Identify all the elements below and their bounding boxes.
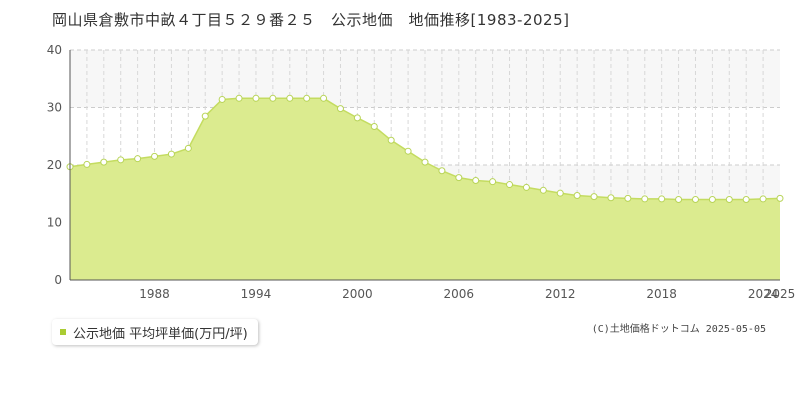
x-tick-label: 1988 (139, 287, 170, 301)
data-point (675, 196, 683, 203)
x-tick-label: 2000 (342, 287, 373, 301)
data-point (472, 177, 480, 185)
data-point (421, 158, 429, 166)
data-point (218, 95, 226, 103)
data-point (489, 178, 497, 186)
data-point (708, 196, 716, 203)
data-point (590, 193, 598, 201)
legend-swatch (60, 329, 66, 335)
data-point (556, 189, 564, 197)
data-point (455, 174, 463, 182)
chart-title: 岡山県倉敷市中畝４丁目５２９番２５ 公示地価 地価推移[1983-2025] (52, 11, 570, 29)
data-point (353, 114, 361, 122)
data-point (759, 195, 767, 203)
data-point (117, 156, 125, 164)
x-tick-label: 2025 (765, 287, 796, 301)
legend-label: 公示地価 平均坪単価(万円/坪) (73, 326, 248, 342)
data-point (320, 94, 328, 102)
data-point (641, 195, 649, 203)
data-point (691, 196, 699, 203)
data-point (624, 194, 632, 202)
y-tick-label: 10 (47, 216, 62, 230)
data-point (151, 152, 159, 160)
data-point (252, 94, 260, 102)
data-point (370, 122, 378, 130)
data-point (573, 191, 581, 199)
data-point (725, 196, 733, 203)
x-tick-label: 2024 (748, 287, 779, 301)
data-point (522, 183, 530, 191)
y-tick-label: 20 (47, 158, 62, 172)
data-point (286, 94, 294, 102)
x-tick-label: 1994 (241, 287, 272, 301)
data-point (506, 181, 514, 189)
data-point (134, 155, 142, 163)
data-point (303, 94, 311, 102)
data-point (658, 195, 666, 203)
data-point (201, 112, 209, 120)
data-point (776, 194, 784, 202)
data-point (607, 194, 615, 202)
data-point (742, 196, 750, 203)
area-fill (70, 98, 780, 280)
legend: 公示地価 平均坪単価(万円/坪) (52, 319, 258, 345)
copyright: (C)土地価格ドットコム 2025-05-05 (591, 324, 766, 335)
data-point (167, 150, 175, 158)
data-point (438, 167, 446, 175)
data-point (404, 147, 412, 155)
data-point (83, 160, 91, 168)
y-tick-label: 0 (54, 273, 62, 287)
data-point (184, 144, 192, 152)
data-point (387, 136, 395, 144)
data-point (100, 158, 108, 166)
y-tick-label: 40 (47, 43, 62, 57)
data-point (336, 105, 344, 113)
x-tick-label: 2012 (545, 287, 576, 301)
data-point (269, 94, 277, 102)
x-tick-label: 2006 (444, 287, 475, 301)
data-point (539, 186, 547, 194)
x-tick-label: 2018 (646, 287, 677, 301)
y-tick-label: 30 (47, 101, 62, 115)
data-point (235, 94, 243, 102)
